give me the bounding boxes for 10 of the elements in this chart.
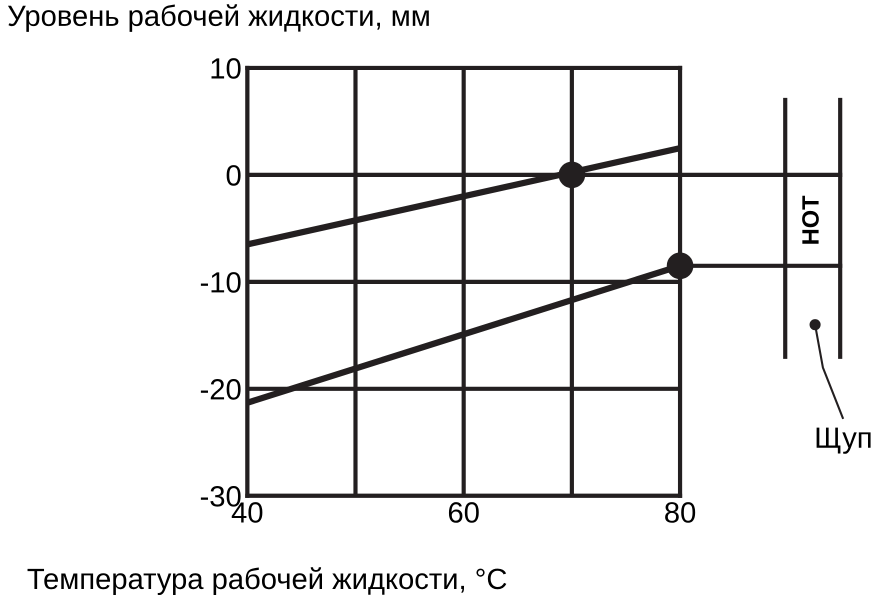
y-tick-label: 0 xyxy=(226,165,241,186)
y-tick-label: -20 xyxy=(200,379,241,400)
y-tick-label: -10 xyxy=(200,272,241,293)
x-tick-label: 60 xyxy=(448,502,479,523)
text: Щуп xyxy=(816,428,871,454)
text: HOT xyxy=(802,196,819,244)
x-tick-label: 80 xyxy=(665,502,696,523)
x-axis-title: Температура рабочей жидкости, °С xyxy=(28,567,506,595)
y-tick-label: 10 xyxy=(212,58,241,79)
chart-title: Уровень рабочей жидкости, мм xyxy=(8,4,429,32)
